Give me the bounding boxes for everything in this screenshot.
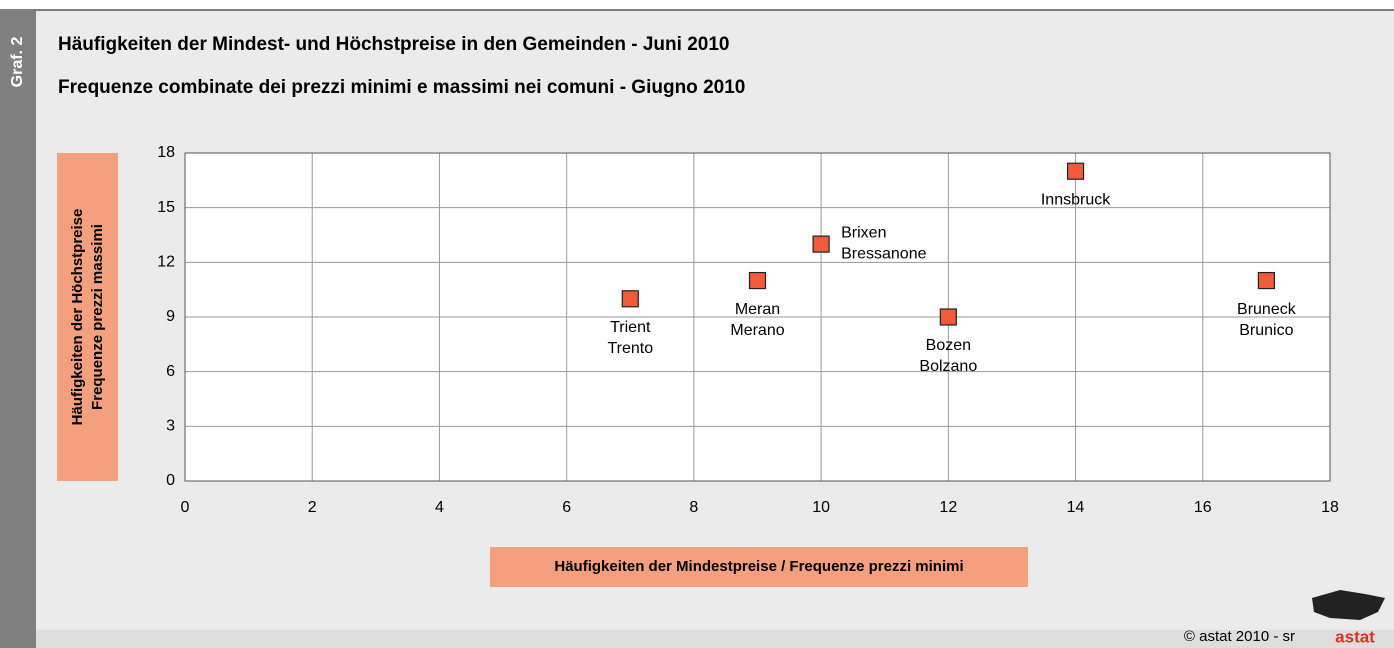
point [1066,162,1085,180]
x-tick-label: 18 [1321,499,1339,516]
x-tick-label: 4 [435,499,444,516]
x-tick-label: 14 [1067,499,1085,516]
y-tick-label: 6 [166,363,175,380]
point [621,290,639,308]
point-label: Merano [730,322,784,339]
point-label: Innsbruck [1041,191,1111,208]
y-tick-label: 15 [157,199,175,216]
x-tick-label: 12 [939,499,957,516]
x-axis-label: Häufigkeiten der Mindestpreise / Frequen… [554,558,963,575]
point-label: Bolzano [919,358,977,375]
point [812,235,830,253]
footer: © astat 2010 - sr [1184,628,1295,645]
y-axis-label: Frequenze prezzi massimi [89,224,106,410]
top-margin [0,0,1394,10]
point-label: Bressanone [841,245,926,262]
point-label: Trient [610,319,651,336]
y-tick-label: 12 [157,254,175,271]
point [1257,271,1275,290]
chart-title: Häufigkeiten der Mindest- und Höchstprei… [58,34,729,55]
point [939,308,957,326]
y-tick-label: 18 [157,144,175,161]
badge: Graf. 2 [9,37,26,88]
footer-strip [36,630,1394,648]
point-label: Bozen [926,337,971,354]
y-tick-label: 9 [166,308,175,325]
plot-border [184,152,1331,482]
y-tick-label: 3 [166,418,175,435]
point-label: Meran [735,301,780,318]
y-tick-label: 0 [166,472,175,489]
point [748,271,767,290]
point-label: Trento [607,340,653,357]
y-axis-label: Häufigkeiten der Höchstpreise [69,209,86,426]
point-label: Brunico [1239,322,1293,339]
x-tick-label: 2 [308,499,317,516]
x-tick-label: 6 [562,499,571,516]
point-label: Bruneck [1237,301,1297,318]
logo-map [1312,590,1385,620]
point-label: Brixen [841,224,886,241]
x-tick-label: 8 [689,499,698,516]
y-label-box [57,153,118,481]
logo: astat [1335,627,1375,646]
x-label-box [490,547,1028,587]
chart-subtitle: Frequenze combinate dei prezzi minimi e … [58,77,745,98]
x-tick-label: 0 [181,499,190,516]
sidebar [0,10,36,648]
x-tick-label: 10 [812,499,830,516]
x-tick-label: 16 [1194,499,1212,516]
